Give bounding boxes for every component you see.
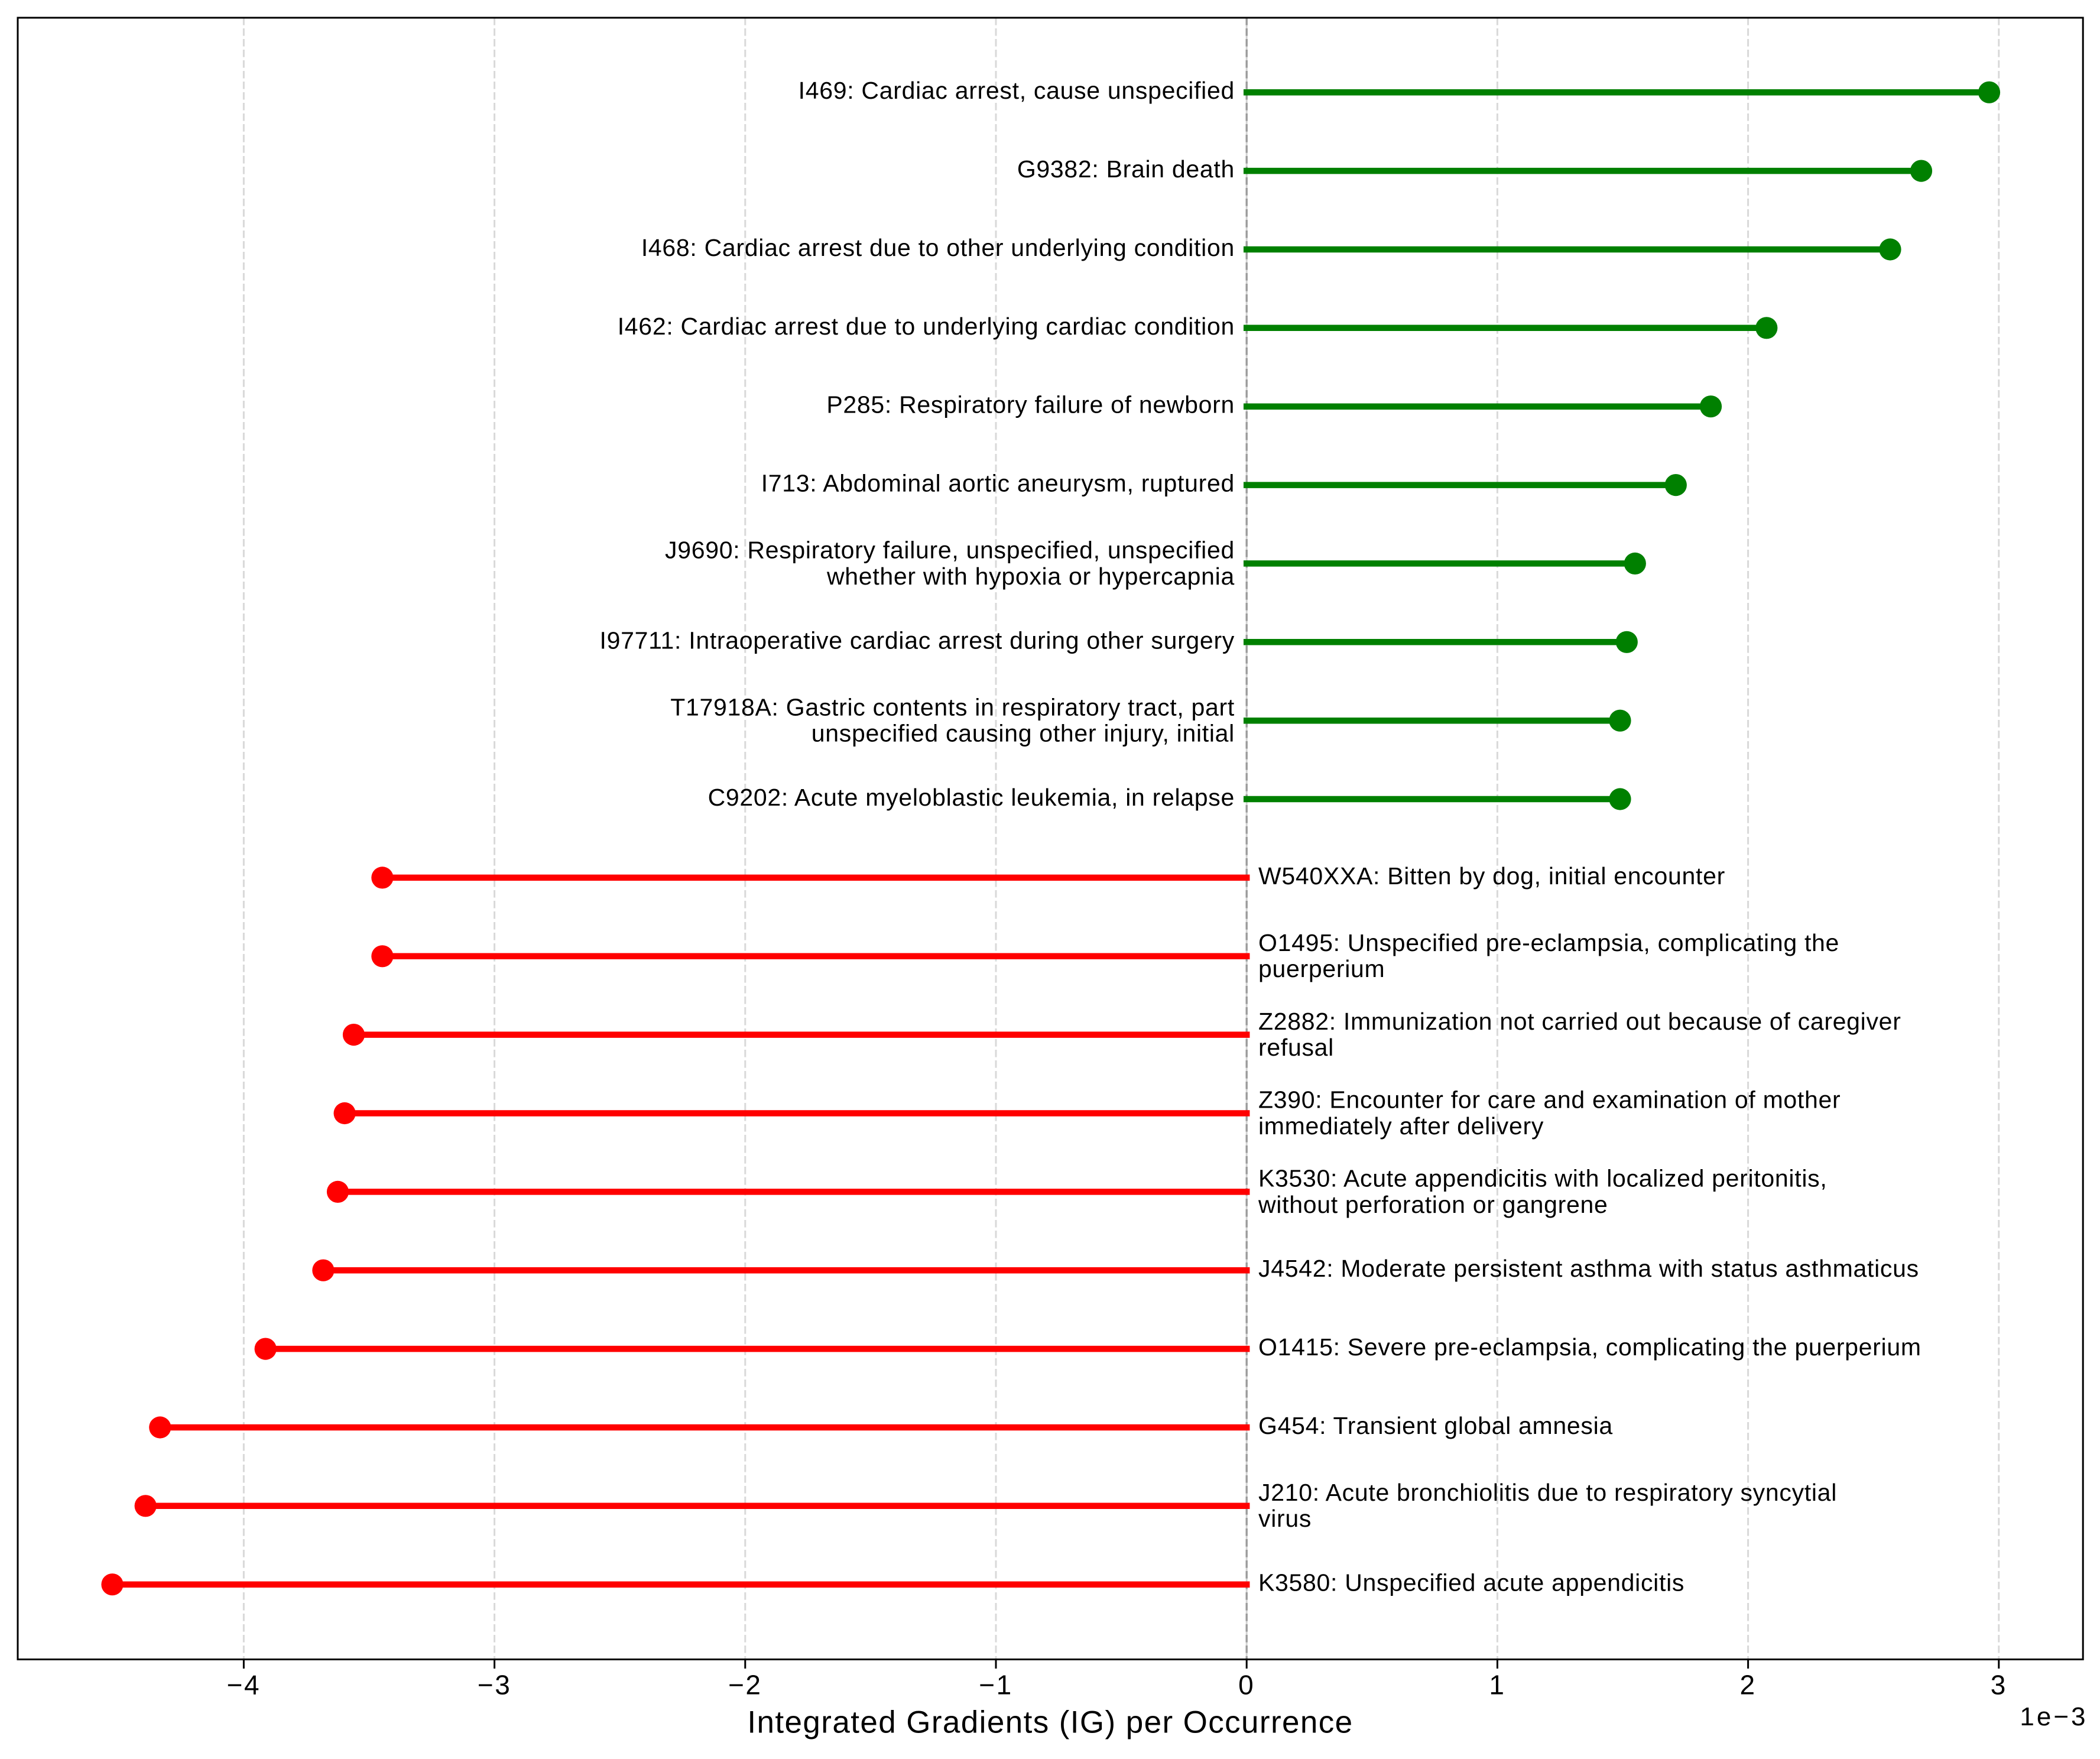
svg-text:G9382: Brain death: G9382: Brain death [1017,155,1235,183]
svg-text:whether with hypoxia or hyperc: whether with hypoxia or hypercapnia [826,563,1235,590]
svg-text:I97711: Intraoperative cardiac: I97711: Intraoperative cardiac arrest du… [599,627,1235,654]
svg-text:−4: −4 [227,1670,261,1700]
svg-text:−2: −2 [728,1670,762,1700]
svg-text:O1495: Unspecified pre-eclamps: O1495: Unspecified pre-eclampsia, compli… [1258,929,1839,956]
svg-text:K3530: Acute appendicitis with: K3530: Acute appendicitis with localized… [1258,1165,1827,1192]
svg-text:puerperium: puerperium [1258,955,1385,982]
svg-text:W540XXA: Bitten by dog, initia: W540XXA: Bitten by dog, initial encounte… [1258,862,1725,890]
svg-text:J4542: Moderate persistent ast: J4542: Moderate persistent asthma with s… [1258,1255,1919,1282]
svg-text:Z390: Encounter for care and e: Z390: Encounter for care and examination… [1258,1086,1841,1114]
svg-text:P285: Respiratory failure of n: P285: Respiratory failure of newborn [826,391,1235,418]
svg-text:−1: −1 [979,1670,1012,1700]
svg-text:virus: virus [1258,1505,1312,1532]
svg-text:J210: Acute bronchiolitis due: J210: Acute bronchiolitis due to respira… [1258,1479,1837,1506]
svg-text:−3: −3 [478,1670,511,1700]
svg-text:2: 2 [1740,1670,1757,1700]
svg-text:K3580: Unspecified acute appen: K3580: Unspecified acute appendicitis [1258,1569,1684,1596]
svg-text:1e−3: 1e−3 [2020,1702,2088,1731]
svg-text:O1415: Severe pre-eclampsia, c: O1415: Severe pre-eclampsia, complicatin… [1258,1333,1922,1361]
svg-text:1: 1 [1489,1670,1505,1700]
svg-text:C9202: Acute myeloblastic leuk: C9202: Acute myeloblastic leukemia, in r… [708,784,1235,811]
svg-text:I713: Abdominal aortic aneurys: I713: Abdominal aortic aneurysm, rupture… [761,470,1235,497]
svg-text:0: 0 [1238,1670,1255,1700]
svg-text:without perforation or gangren: without perforation or gangrene [1258,1191,1608,1218]
svg-text:Integrated Gradients (IG) per: Integrated Gradients (IG) per Occurrence [747,1705,1353,1740]
svg-text:T17918A: Gastric contents in r: T17918A: Gastric contents in respiratory… [670,693,1235,721]
svg-text:G454: Transient global amnesia: G454: Transient global amnesia [1258,1412,1613,1439]
svg-text:refusal: refusal [1258,1034,1334,1061]
svg-text:Z2882: Immunization not carrie: Z2882: Immunization not carried out beca… [1258,1008,1901,1035]
svg-text:I469: Cardiac arrest, cause un: I469: Cardiac arrest, cause unspecified [799,77,1235,104]
svg-text:I462: Cardiac arrest due to un: I462: Cardiac arrest due to underlying c… [618,313,1235,340]
svg-text:unspecified causing other inju: unspecified causing other injury, initia… [812,720,1235,747]
svg-text:3: 3 [1991,1670,2007,1700]
svg-text:I468: Cardiac arrest due to ot: I468: Cardiac arrest due to other underl… [641,234,1235,261]
svg-text:immediately after delivery: immediately after delivery [1258,1112,1544,1140]
svg-text:J9690: Respiratory failure, un: J9690: Respiratory failure, unspecified,… [665,537,1235,564]
